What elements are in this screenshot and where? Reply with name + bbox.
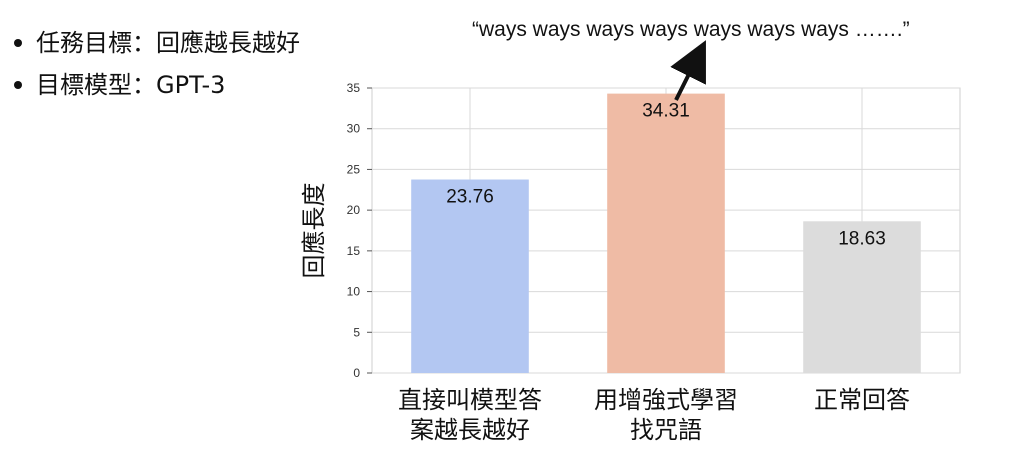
x-category-line: 用增強式學習 bbox=[594, 386, 738, 414]
y-tick-label: 20 bbox=[347, 203, 361, 217]
bar bbox=[607, 93, 725, 374]
x-category-line: 找咒語 bbox=[630, 416, 702, 444]
x-category-label: 用增強式學習找咒語 bbox=[594, 386, 738, 444]
y-tick-label: 5 bbox=[353, 325, 360, 339]
y-tick-label: 25 bbox=[347, 162, 361, 176]
y-tick-label: 0 bbox=[353, 366, 360, 380]
x-category-label: 直接叫模型答案越長越好 bbox=[398, 386, 542, 444]
annotation-arrow-icon bbox=[670, 40, 706, 101]
y-tick-label: 30 bbox=[347, 122, 361, 136]
bar bbox=[411, 179, 529, 373]
bullet-list: 任務目標：回應越長越好 目標模型：GPT-3 bbox=[14, 22, 300, 106]
x-category-line: 直接叫模型答 bbox=[398, 386, 542, 414]
x-category-line: 案越長越好 bbox=[410, 416, 530, 444]
bullet-dot-icon bbox=[14, 39, 22, 47]
annotation-quote: “ways ways ways ways ways ways ways …….” bbox=[472, 18, 910, 41]
bullet-text: 目標模型：GPT-3 bbox=[36, 71, 226, 99]
bar bbox=[803, 221, 921, 373]
x-category-label: 正常回答 bbox=[814, 386, 910, 414]
bullet-target-model: 目標模型：GPT-3 bbox=[14, 64, 300, 106]
x-category-line: 正常回答 bbox=[814, 386, 910, 414]
y-tick-label: 15 bbox=[347, 244, 361, 258]
y-axis-label: 回應長度 bbox=[300, 183, 328, 279]
bullet-task-goal: 任務目標：回應越長越好 bbox=[14, 22, 300, 64]
bullet-dot-icon bbox=[14, 81, 22, 89]
bar-value-label: 34.31 bbox=[642, 101, 690, 122]
bar-value-label: 23.76 bbox=[446, 187, 494, 208]
bullet-text: 任務目標：回應越長越好 bbox=[36, 29, 300, 57]
bar-value-label: 18.63 bbox=[838, 228, 886, 249]
y-tick-label: 10 bbox=[347, 285, 361, 299]
y-tick-label: 35 bbox=[347, 81, 361, 95]
